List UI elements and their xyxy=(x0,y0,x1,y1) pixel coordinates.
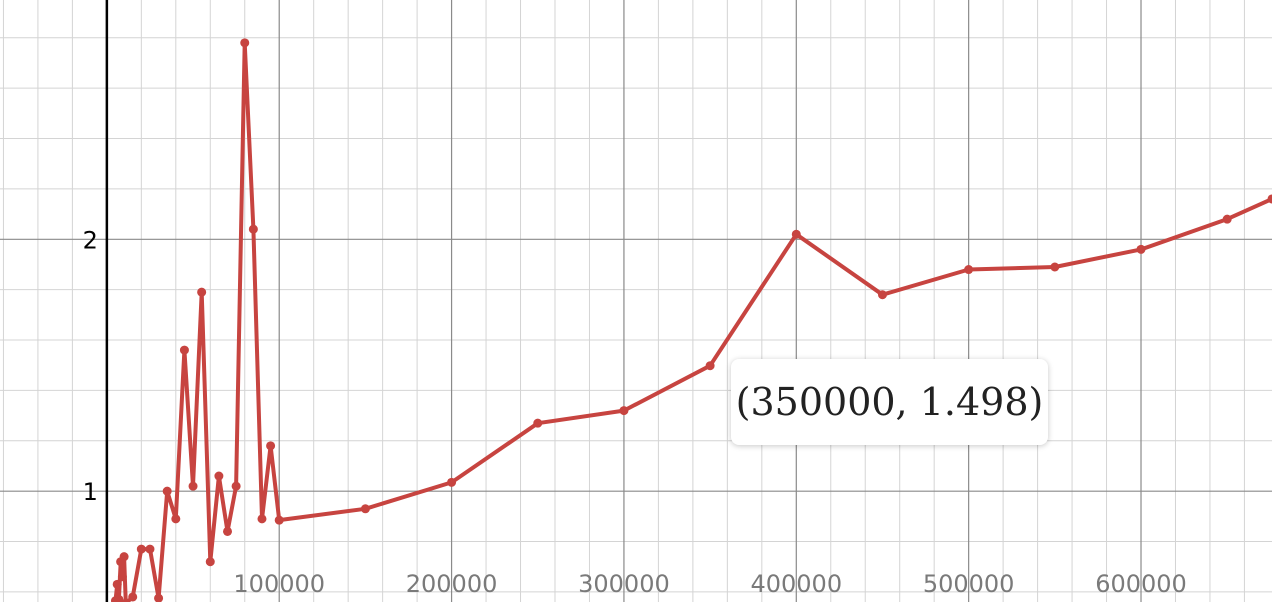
y-tick-label: 2 xyxy=(83,226,98,254)
x-tick-label: 300000 xyxy=(578,570,670,598)
tooltip-text: (350000, 1.498) xyxy=(735,380,1044,424)
data-point xyxy=(112,579,122,589)
y-tick-label: 1 xyxy=(83,478,98,506)
data-point xyxy=(533,418,543,428)
data-point xyxy=(128,592,138,602)
data-point xyxy=(119,552,129,562)
x-tick-label: 400000 xyxy=(750,570,842,598)
point-tooltip: (350000, 1.498) xyxy=(731,359,1048,445)
data-series xyxy=(110,38,1272,602)
data-point xyxy=(964,265,974,275)
x-tick-label: 100000 xyxy=(233,570,325,598)
data-point xyxy=(274,515,284,525)
data-point xyxy=(205,557,215,567)
series-line xyxy=(113,40,1272,602)
data-point xyxy=(121,598,131,602)
data-point xyxy=(248,224,258,234)
data-point xyxy=(240,38,250,48)
data-point xyxy=(223,526,233,536)
data-point xyxy=(154,593,164,602)
data-point xyxy=(145,544,155,554)
data-point xyxy=(197,287,207,297)
data-point xyxy=(1222,214,1232,224)
data-point xyxy=(266,441,276,451)
x-tick-label: 500000 xyxy=(923,570,1015,598)
data-point xyxy=(705,361,715,371)
data-point xyxy=(117,572,127,582)
data-point xyxy=(114,594,124,602)
x-tick-label: 200000 xyxy=(406,570,498,598)
data-point xyxy=(171,514,181,524)
data-point xyxy=(214,471,224,481)
data-point xyxy=(136,544,146,554)
data-point xyxy=(231,481,241,491)
data-point xyxy=(360,504,370,514)
data-point xyxy=(1136,244,1146,254)
x-tick-label: 600000 xyxy=(1095,570,1187,598)
data-point xyxy=(257,514,267,524)
data-point xyxy=(447,477,457,487)
data-point xyxy=(162,486,172,496)
data-point xyxy=(188,481,198,491)
data-point xyxy=(619,406,629,416)
data-point xyxy=(877,290,887,300)
data-point xyxy=(179,345,189,355)
data-point xyxy=(1050,262,1060,272)
data-point xyxy=(791,229,801,239)
tick-labels: 100000 200000 300000 400000 500000 600000 1 2 xyxy=(83,226,1187,598)
data-point xyxy=(1267,194,1272,204)
